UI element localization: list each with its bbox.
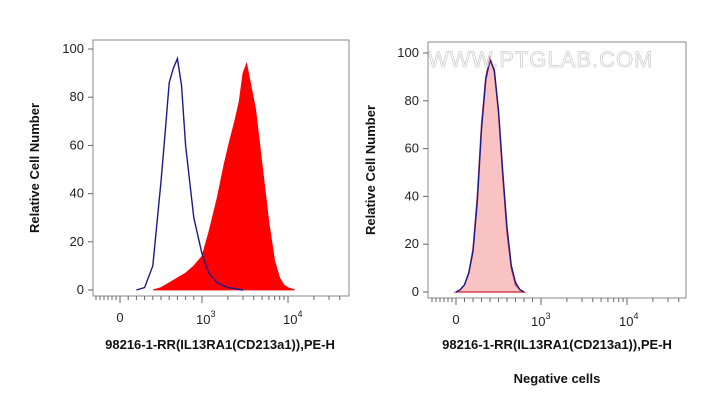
left-x-axis bbox=[95, 296, 341, 303]
left-x-tick-1e4: 104 bbox=[283, 309, 302, 327]
left-y-tick-label: 40 bbox=[70, 186, 84, 201]
left-histogram-panel: 0 20 40 60 80 100 0 103 104 98216-1-RR(IL13RA… bbox=[27, 39, 350, 352]
left-plot-frame bbox=[92, 39, 350, 297]
right-histogram-panel: WWW.PTGLAB.COM 0 20 40 60 80 100 0 103 104 98… bbox=[363, 41, 687, 386]
right-x-tick-0: 0 bbox=[452, 312, 459, 327]
right-x-axis-label: 98216-1-RR(IL13RA1(CD213a1)),PE-H bbox=[442, 337, 672, 352]
right-x-tick-1e3: 103 bbox=[531, 311, 550, 329]
watermark: WWW.PTGLAB.COM bbox=[428, 47, 653, 72]
left-y-tick-label: 0 bbox=[77, 282, 84, 297]
left-y-tick-label: 60 bbox=[70, 137, 84, 152]
right-y-tick-label: 60 bbox=[405, 141, 419, 156]
right-y-axis: 0 20 40 60 80 100 bbox=[397, 45, 428, 299]
right-outline-histogram bbox=[455, 57, 525, 293]
right-y-tick-label: 80 bbox=[405, 93, 419, 108]
left-x-tick-0: 0 bbox=[116, 310, 123, 325]
left-series-layer bbox=[136, 56, 295, 291]
left-y-tick-label: 100 bbox=[62, 41, 84, 56]
right-y-tick-label: 100 bbox=[397, 45, 419, 60]
negative-cells-caption: Negative cells bbox=[514, 371, 601, 386]
left-y-axis: 0 20 40 60 80 100 bbox=[62, 41, 93, 297]
left-y-tick-label: 80 bbox=[70, 89, 84, 104]
right-series-layer bbox=[453, 55, 527, 293]
left-filled-histogram bbox=[152, 62, 295, 291]
left-x-tick-1e3: 103 bbox=[196, 309, 215, 327]
right-y-axis-label: Relative Cell Number bbox=[363, 105, 378, 235]
left-y-tick-label: 20 bbox=[70, 234, 84, 249]
right-x-tick-1e4: 104 bbox=[619, 311, 638, 329]
right-y-tick-label: 20 bbox=[405, 236, 419, 251]
left-outline-histogram bbox=[136, 56, 244, 291]
right-y-tick-label: 0 bbox=[412, 284, 419, 299]
left-y-axis-label: Relative Cell Number bbox=[27, 103, 42, 233]
right-plot-frame bbox=[427, 41, 687, 299]
right-filled-histogram bbox=[453, 55, 527, 293]
right-x-axis bbox=[431, 298, 680, 305]
right-y-tick-label: 40 bbox=[405, 188, 419, 203]
left-x-axis-label: 98216-1-RR(IL13RA1(CD213a1)),PE-H bbox=[105, 337, 335, 352]
